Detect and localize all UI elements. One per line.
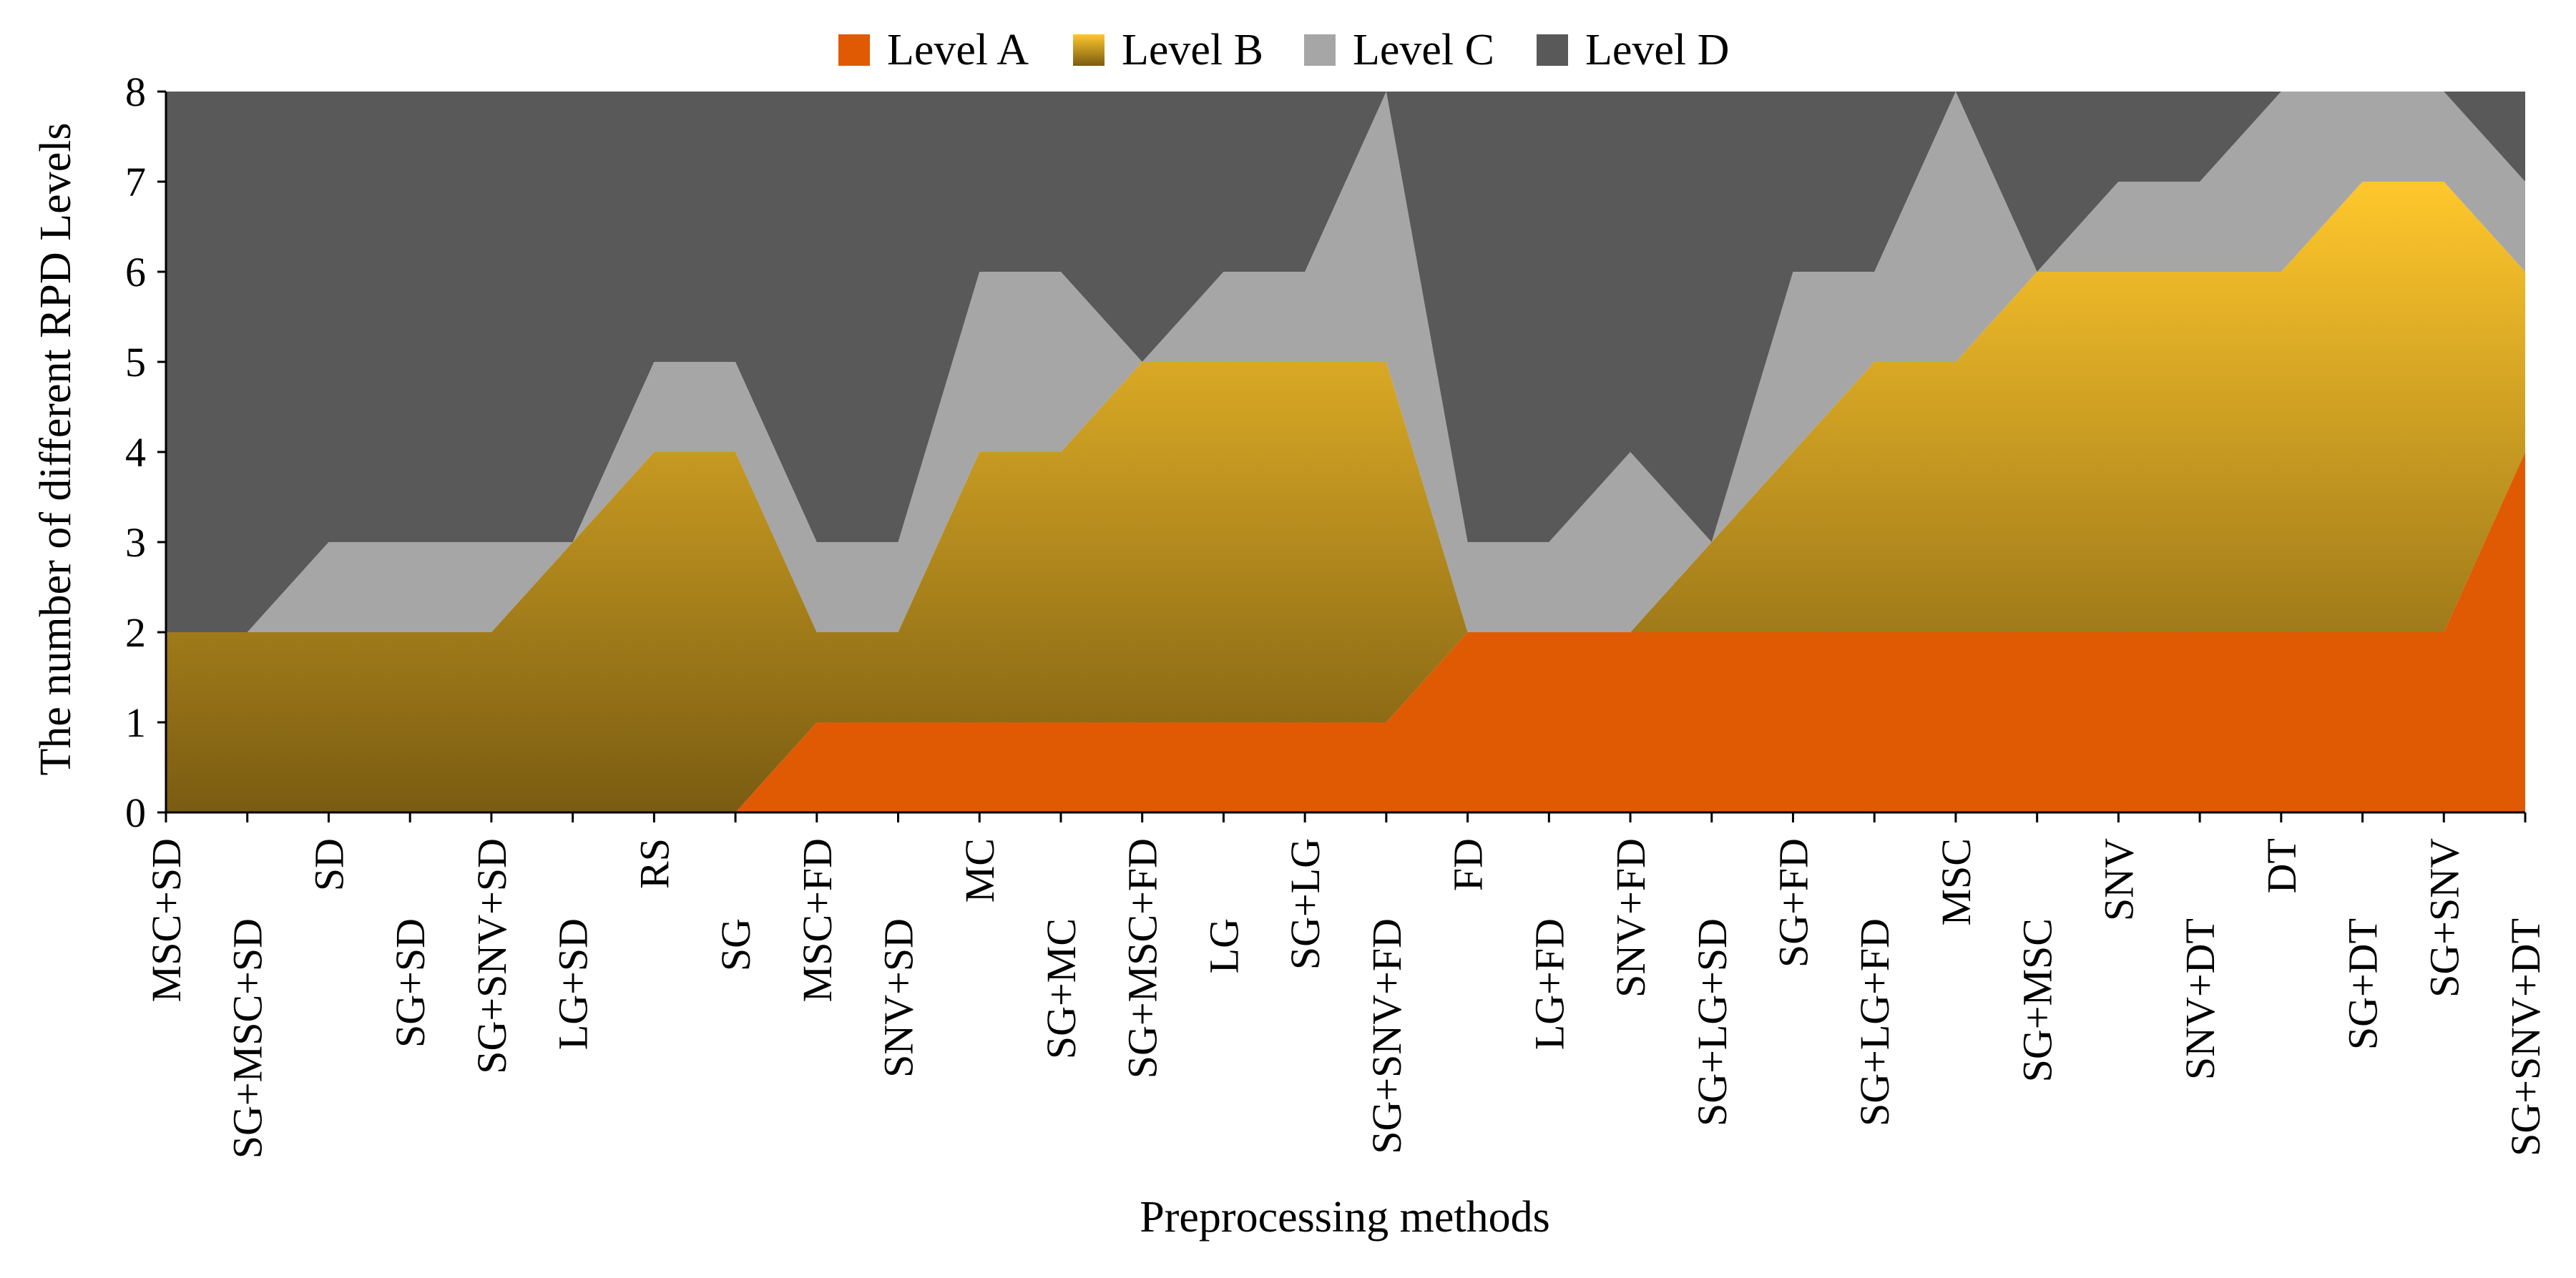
- x-tick-label: MSC: [1933, 838, 1979, 926]
- y-tick-label: 5: [125, 339, 146, 385]
- x-tick-label: SNV+FD: [1607, 838, 1654, 998]
- y-tick-label: 8: [125, 69, 146, 115]
- x-tick-label: SG+SNV+FD: [1363, 918, 1410, 1154]
- x-tick-label: SG+SNV+SD: [469, 838, 515, 1074]
- x-tick-label: SG+LG+SD: [1689, 918, 1735, 1126]
- y-tick-label: 1: [125, 699, 146, 746]
- legend-label-level-c: Level C: [1353, 26, 1494, 74]
- legend: Level A Level B Level C Level D: [838, 26, 1729, 74]
- y-tick-label: 3: [125, 519, 146, 566]
- y-tick-label: 7: [125, 159, 146, 205]
- legend-swatch-level-b: [1073, 34, 1105, 66]
- area-level-d: [166, 92, 2525, 632]
- x-tick-label: SG+DT: [2340, 918, 2386, 1050]
- x-tick-label: SG+SNV: [2421, 838, 2467, 998]
- area-level-a: [166, 452, 2525, 812]
- x-tick-label: SD: [305, 838, 352, 891]
- x-tick-label: FD: [1445, 838, 1492, 891]
- y-tick-labels: 0 1 2 3 4 5 6 7 8: [125, 69, 146, 836]
- x-tick-label: SG: [712, 918, 759, 971]
- legend-swatch-level-c: [1304, 34, 1336, 66]
- area-level-c: [166, 92, 2525, 632]
- y-axis-label: The number of different RPD Levels: [31, 122, 80, 775]
- legend-swatch-level-a: [838, 34, 870, 66]
- series-areas: [166, 92, 2525, 812]
- x-tick-label: LG+SD: [550, 918, 597, 1050]
- x-tick-label: SG+LG: [1282, 838, 1328, 970]
- x-tick-label: SNV+SD: [876, 918, 922, 1078]
- x-tick-label: MSC+SD: [143, 838, 190, 1002]
- axes: [157, 90, 2527, 822]
- legend-label-level-d: Level D: [1585, 26, 1729, 74]
- legend-swatch-level-d: [1537, 34, 1568, 66]
- x-tick-label: SG+MC: [1038, 918, 1084, 1059]
- y-tick-label: 2: [125, 609, 146, 656]
- area-level-b: [166, 182, 2525, 812]
- x-tick-label: SG+MSC+SD: [225, 918, 271, 1159]
- x-tick-label: LG: [1200, 918, 1247, 973]
- x-tick-label: SG+SNV+DT: [2502, 918, 2549, 1156]
- x-tick-label: MC: [956, 838, 1003, 903]
- legend-label-level-a: Level A: [887, 26, 1029, 74]
- x-tick-label: SG+MSC: [2014, 918, 2061, 1082]
- legend-label-level-b: Level B: [1122, 26, 1263, 74]
- x-tick-label: MSC+FD: [794, 838, 841, 1002]
- x-tick-label: RS: [631, 838, 677, 889]
- y-tick-label: 0: [125, 790, 146, 836]
- x-tick-label: DT: [2258, 838, 2305, 893]
- y-tick-label: 6: [125, 249, 146, 295]
- x-tick-label: SG+FD: [1770, 838, 1816, 968]
- x-tick-label: SG+SD: [387, 918, 434, 1048]
- x-axis-label: Preprocessing methods: [1140, 1193, 1549, 1242]
- x-tick-label: LG+FD: [1526, 918, 1572, 1050]
- x-tick-label: SG+MSC+FD: [1120, 838, 1166, 1078]
- y-tick-label: 4: [125, 429, 146, 476]
- x-tick-label: SNV+DT: [2177, 918, 2223, 1080]
- x-tick-label: SNV: [2095, 838, 2142, 921]
- x-tick-label: SG+LG+FD: [1851, 918, 1898, 1126]
- x-tick-labels: MSC+SD SG+MSC+SD SD SG+SD SG+SNV+SD LG+SD RS SG…: [143, 838, 2549, 1159]
